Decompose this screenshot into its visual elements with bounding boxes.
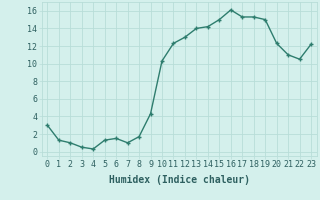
X-axis label: Humidex (Indice chaleur): Humidex (Indice chaleur) (109, 175, 250, 185)
